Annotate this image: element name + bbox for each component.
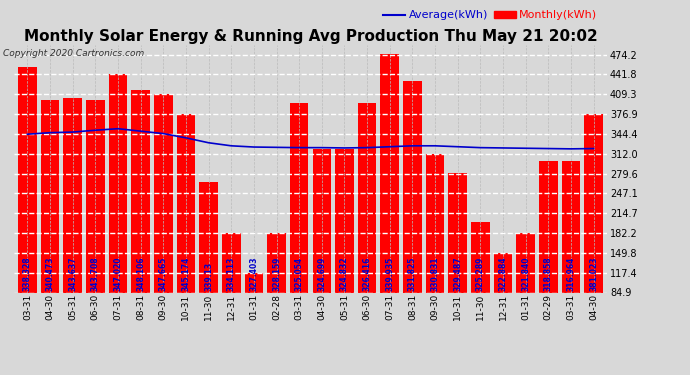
Bar xyxy=(267,233,286,344)
Bar xyxy=(290,103,308,344)
Text: 324.699: 324.699 xyxy=(317,257,326,291)
Text: 316.964: 316.964 xyxy=(566,257,575,291)
Text: 327.403: 327.403 xyxy=(249,257,258,291)
Text: 330.831: 330.831 xyxy=(431,257,440,291)
Title: Monthly Solar Energy & Running Avg Production Thu May 21 20:02: Monthly Solar Energy & Running Avg Produ… xyxy=(23,29,598,44)
Bar xyxy=(358,103,377,344)
Text: 324.832: 324.832 xyxy=(340,257,349,291)
Text: 339.935: 339.935 xyxy=(385,257,394,291)
Text: 339.13: 339.13 xyxy=(204,262,213,291)
Bar xyxy=(313,148,331,344)
Bar xyxy=(448,173,467,344)
Bar xyxy=(63,98,82,344)
Text: 318.858: 318.858 xyxy=(544,256,553,291)
Text: 326.416: 326.416 xyxy=(363,257,372,291)
Bar xyxy=(86,99,105,344)
Bar xyxy=(335,148,354,344)
Text: 328.159: 328.159 xyxy=(272,257,281,291)
Bar xyxy=(109,74,127,344)
Bar xyxy=(41,99,59,344)
Text: 322.884: 322.884 xyxy=(498,256,508,291)
Text: 343.637: 343.637 xyxy=(68,257,77,291)
Text: 340.473: 340.473 xyxy=(46,257,55,291)
Bar xyxy=(244,273,263,344)
Text: 381.023: 381.023 xyxy=(589,257,598,291)
Bar xyxy=(131,90,150,344)
Text: 347.020: 347.020 xyxy=(113,257,123,291)
Bar xyxy=(539,161,558,344)
Text: 334.113: 334.113 xyxy=(227,257,236,291)
Bar xyxy=(177,114,195,344)
Legend: Average(kWh), Monthly(kWh): Average(kWh), Monthly(kWh) xyxy=(379,6,602,25)
Bar xyxy=(18,67,37,344)
Text: 331.825: 331.825 xyxy=(408,257,417,291)
Text: 348.106: 348.106 xyxy=(136,257,145,291)
Bar xyxy=(584,114,603,344)
Text: 347.665: 347.665 xyxy=(159,257,168,291)
Bar xyxy=(562,161,580,344)
Bar xyxy=(199,183,218,344)
Text: 329.487: 329.487 xyxy=(453,256,462,291)
Text: 325.289: 325.289 xyxy=(476,257,485,291)
Bar xyxy=(471,222,490,344)
Bar xyxy=(380,54,399,344)
Text: 338.328: 338.328 xyxy=(23,256,32,291)
Bar xyxy=(154,94,172,344)
Text: 321.840: 321.840 xyxy=(521,257,530,291)
Text: 325.054: 325.054 xyxy=(295,257,304,291)
Text: 345.174: 345.174 xyxy=(181,257,190,291)
Text: 343.708: 343.708 xyxy=(91,256,100,291)
Bar xyxy=(516,233,535,344)
Text: Copyright 2020 Cartronics.com: Copyright 2020 Cartronics.com xyxy=(3,49,145,58)
Bar xyxy=(222,233,241,344)
Bar xyxy=(426,154,444,344)
Bar xyxy=(494,253,512,344)
Bar xyxy=(403,81,422,344)
